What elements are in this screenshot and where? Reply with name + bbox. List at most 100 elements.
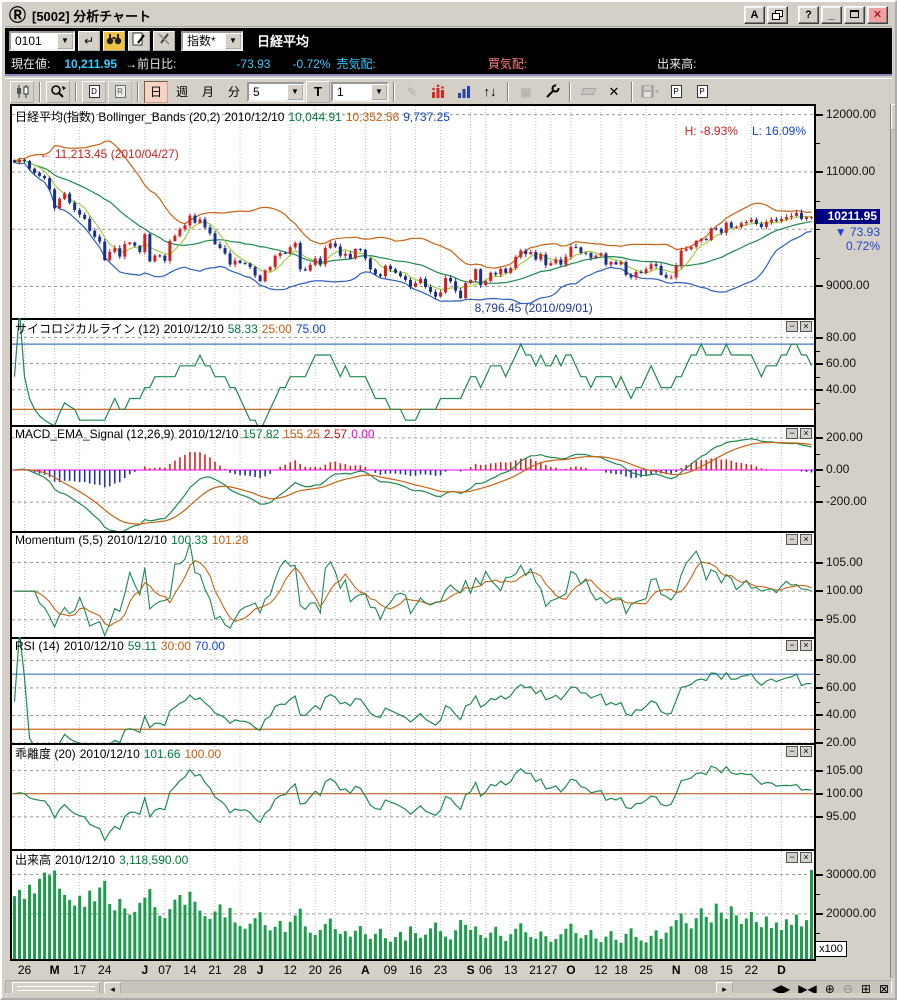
x-axis-label: 12: [279, 963, 301, 977]
chart-plot-area[interactable]: 日経平均(指数) Bollinger_Bands (20,2)2010/12/1…: [12, 106, 814, 959]
vertical-scrollbar[interactable]: [890, 104, 897, 978]
psych-panel-canvas[interactable]: [12, 318, 814, 425]
price-change-marker: ▼ 73.93: [816, 225, 880, 239]
period-minute-button[interactable]: 分: [222, 81, 246, 103]
y-minor-tick: [816, 229, 820, 230]
x-axis-label: A: [354, 963, 376, 977]
vertical-scrollbar-thumb[interactable]: [891, 104, 896, 130]
x-axis-label: 17: [69, 963, 91, 977]
x-axis-label: J: [134, 963, 156, 977]
panel-close-button[interactable]: ×: [800, 746, 812, 757]
panel-close-button[interactable]: ×: [800, 534, 812, 545]
y-tick-label: 105.00: [826, 555, 863, 569]
rsi-panel-canvas[interactable]: [12, 637, 814, 743]
minimize-button[interactable]: _: [821, 6, 842, 24]
y-tick-mark: [816, 590, 823, 592]
x-axis-label: 22: [740, 963, 762, 977]
cascade-windows-button[interactable]: [767, 6, 788, 24]
chevron-down-icon[interactable]: ▼: [57, 33, 73, 49]
app-logo-icon: Ⓡ: [9, 7, 26, 24]
x-axis-label: O: [560, 963, 582, 977]
x-axis-label: 27: [540, 963, 562, 977]
panel-minimize-button[interactable]: −: [786, 321, 798, 332]
x-axis-label: 09: [379, 963, 401, 977]
mom-panel-canvas[interactable]: [12, 531, 814, 637]
kairi-panel-canvas[interactable]: [12, 743, 814, 849]
x-axis-label: 08: [690, 963, 712, 977]
copy-page-button[interactable]: D: [82, 81, 106, 103]
panel-minimize-button[interactable]: −: [786, 534, 798, 545]
macd-panel-canvas[interactable]: [12, 425, 814, 531]
delete-all-button[interactable]: ✕: [602, 81, 626, 103]
panel-close-button[interactable]: ×: [800, 321, 812, 332]
chart-frame: 日経平均(指数) Bollinger_Bands (20,2)2010/12/1…: [10, 104, 816, 961]
red-histogram-button[interactable]: [426, 81, 450, 103]
font-size-button[interactable]: A: [744, 6, 765, 24]
symbol-code-value: 0101: [11, 34, 57, 48]
chevron-down-icon[interactable]: ▼: [287, 84, 303, 100]
save-button: ▾: [638, 81, 662, 103]
y-tick-mark: [816, 714, 823, 716]
x-axis-label: M: [44, 963, 66, 977]
chevron-down-icon[interactable]: ▼: [225, 33, 241, 49]
symbol-name-label: 日経平均: [257, 31, 309, 50]
panel-minimize-button[interactable]: −: [786, 746, 798, 757]
panel-minimize-button[interactable]: −: [786, 640, 798, 651]
y-tick-label: 11000.00: [826, 164, 875, 178]
symbol-code-combobox[interactable]: 0101 ▼: [9, 31, 75, 51]
y-minor-tick: [816, 403, 820, 404]
restore-button[interactable]: [844, 6, 865, 24]
panel-minimize-button[interactable]: −: [786, 852, 798, 863]
title-bar[interactable]: Ⓡ [5002] 分析チャート A ? _ ✕: [5, 4, 892, 27]
panel-close-button[interactable]: ×: [800, 852, 812, 863]
x-axis-label: 20: [304, 963, 326, 977]
chevron-down-icon: ▾: [655, 87, 659, 96]
no-draw-button[interactable]: [153, 31, 175, 51]
text-tool-button[interactable]: T: [306, 81, 330, 103]
y-minor-tick: [816, 933, 820, 934]
panel-close-button[interactable]: ×: [800, 640, 812, 651]
interval-combobox[interactable]: 5 ▼: [247, 82, 305, 102]
x-axis-label: J: [249, 963, 271, 977]
print-button[interactable]: P: [690, 81, 714, 103]
y-tick-label: 100.00: [826, 786, 863, 800]
y-tick-label: 105.00: [826, 763, 863, 777]
y-tick-mark: [816, 469, 823, 471]
y-minor-tick: [816, 486, 820, 487]
app-window: Ⓡ [5002] 分析チャート A ? _ ✕ 0101 ▼ ↵ 指数* ▼ 日…: [0, 0, 897, 1000]
y-tick-mark: [816, 501, 823, 503]
panel-close-button[interactable]: ×: [800, 428, 812, 439]
blue-histogram-button[interactable]: [452, 81, 476, 103]
help-button[interactable]: ?: [798, 6, 819, 24]
x-axis-labels: 26M1724J07142128J122026A091623S06132127O…: [10, 963, 816, 978]
panel-minimize-button[interactable]: −: [786, 428, 798, 439]
low-pct-label: L: 16.09%: [752, 124, 806, 138]
y-minor-tick: [816, 258, 820, 259]
enter-button[interactable]: ↵: [78, 31, 100, 51]
count-combobox[interactable]: 1 ▼: [331, 82, 389, 102]
y-tick-mark: [816, 742, 823, 744]
period-weekly-button[interactable]: 週: [170, 81, 194, 103]
edit-memo-button[interactable]: [128, 31, 150, 51]
sort-updown-button[interactable]: ↑↓: [478, 81, 502, 103]
zoom-select-button[interactable]: [46, 81, 70, 103]
blue-bars-icon: [457, 84, 471, 99]
search-binoculars-button[interactable]: [103, 31, 125, 51]
chevron-down-icon[interactable]: ▼: [371, 84, 387, 100]
print-preview-button[interactable]: P: [664, 81, 688, 103]
down-arrow-icon: ▼: [835, 225, 847, 239]
vol-panel-canvas[interactable]: [12, 849, 814, 959]
period-monthly-button[interactable]: 月: [196, 81, 220, 103]
settings-tools-button[interactable]: [540, 81, 564, 103]
line-chart-button[interactable]: ✎: [400, 81, 424, 103]
wrench-icon: [545, 84, 560, 99]
period-daily-button[interactable]: 日: [144, 81, 168, 103]
market-type-combobox[interactable]: 指数* ▼: [181, 31, 243, 51]
floppy-disk-icon: [641, 85, 655, 98]
red-bars-icon: [431, 84, 445, 99]
x-axis-label: N: [665, 963, 687, 977]
market-type-value: 指数*: [183, 32, 225, 49]
close-button[interactable]: ✕: [867, 6, 888, 24]
candlestick-mode-button[interactable]: [10, 81, 34, 103]
x-axis-label: D: [770, 963, 792, 977]
